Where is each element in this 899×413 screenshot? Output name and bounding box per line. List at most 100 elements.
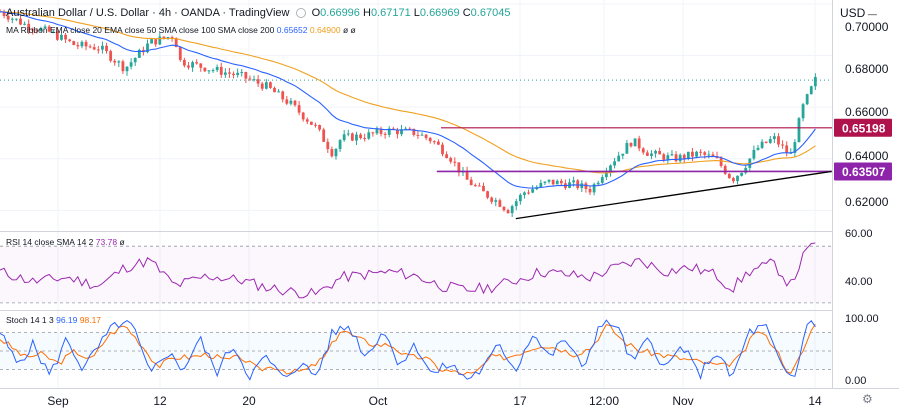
candle-body xyxy=(416,134,420,136)
vertical-gridlines xyxy=(57,0,816,388)
candle-body xyxy=(420,134,424,136)
candle-body xyxy=(187,65,190,68)
candle-body xyxy=(760,141,764,148)
stoch-pane[interactable] xyxy=(0,319,832,381)
candle-body xyxy=(31,29,35,31)
rsi-pane[interactable] xyxy=(0,242,832,304)
candle-body xyxy=(682,154,686,159)
candle-body xyxy=(736,175,739,182)
candle-body xyxy=(211,70,215,72)
candle-body xyxy=(469,179,473,186)
candle-body xyxy=(326,141,330,150)
candle-body xyxy=(699,151,703,153)
candle-body xyxy=(338,140,342,150)
candle-body xyxy=(809,86,813,95)
candle-body xyxy=(383,133,387,135)
time-tick-label: Oct xyxy=(369,394,388,408)
candle-body xyxy=(543,181,547,183)
candle-body xyxy=(613,161,616,166)
candle-body xyxy=(228,72,231,74)
candle-body xyxy=(477,185,481,187)
candle-body xyxy=(207,70,211,72)
candle-body xyxy=(14,18,18,20)
candle-body xyxy=(330,149,334,157)
candle-body xyxy=(576,180,580,189)
currency-label[interactable]: USD — xyxy=(840,6,877,20)
candle-body xyxy=(428,137,432,142)
candle-body xyxy=(662,154,666,160)
candle-body xyxy=(334,149,338,157)
candle-body xyxy=(35,30,39,32)
candle-body xyxy=(68,39,72,42)
candle-body xyxy=(580,183,584,189)
candle-body xyxy=(625,143,629,154)
ma-ribbon-legend[interactable]: MA Ribbon EMA close 20 EMA close 50 SMA … xyxy=(6,25,356,35)
candle-body xyxy=(633,138,637,147)
ma-value-3: ø xyxy=(342,25,349,35)
candle-body xyxy=(805,94,809,105)
symbol-title: Australian Dollar / U.S. Dollar · 4h · O… xyxy=(6,7,290,19)
candle-body xyxy=(346,133,350,135)
candle-body xyxy=(387,128,391,135)
candle-body xyxy=(498,200,502,207)
candle-body xyxy=(547,179,551,182)
low-label: L xyxy=(413,7,420,19)
candle-body xyxy=(236,72,240,76)
candle-body xyxy=(125,66,129,72)
candle-body xyxy=(252,79,256,81)
rsi-tick-label: 40.00 xyxy=(845,276,873,288)
close-label: C xyxy=(462,7,471,19)
candle-body xyxy=(740,172,744,176)
stoch-tick-label: 0.00 xyxy=(845,375,866,387)
candle-body xyxy=(195,62,199,64)
candle-body xyxy=(6,15,10,20)
candle-body xyxy=(277,91,281,93)
candle-body xyxy=(609,165,612,173)
candle-body xyxy=(121,61,125,72)
rsi-sma-value: ø xyxy=(119,237,125,247)
candle-body xyxy=(273,87,276,93)
candle-body xyxy=(64,34,67,40)
candle-body xyxy=(146,43,149,53)
close-value: 0.67045 xyxy=(470,7,511,19)
candle-body xyxy=(502,206,506,211)
settings-gear-icon[interactable]: ⚙ xyxy=(862,392,873,406)
candle-body xyxy=(371,132,375,134)
candle-body xyxy=(92,47,96,50)
candle-body xyxy=(379,129,383,134)
candle-body xyxy=(269,82,272,88)
stoch-k-value: 96.19 xyxy=(56,315,78,325)
candle-body xyxy=(650,153,653,156)
candle-body xyxy=(281,91,285,100)
candle-body xyxy=(301,112,305,120)
resistance-badge xyxy=(834,118,892,137)
candle-body xyxy=(473,185,477,187)
candle-body xyxy=(88,46,92,48)
stoch-legend[interactable]: Stoch 14 1 3 96.19 98.17 xyxy=(6,315,101,325)
candle-body xyxy=(465,170,469,180)
candle-body xyxy=(342,134,346,141)
candle-body xyxy=(43,26,47,28)
stoch-d-line xyxy=(0,323,816,376)
candle-body xyxy=(174,38,178,48)
candle-body xyxy=(367,132,371,139)
ma-ribbon-label: MA Ribbon EMA close 20 EMA close 50 SMA … xyxy=(6,25,275,35)
price-pane[interactable] xyxy=(0,3,832,220)
candle-body xyxy=(482,185,485,192)
price-tick-label: 0.70000 xyxy=(845,20,889,34)
candle-body xyxy=(686,151,690,159)
candle-body xyxy=(453,161,457,163)
candle-body xyxy=(285,99,289,104)
candle-body xyxy=(572,180,576,183)
candle-body xyxy=(47,26,51,32)
candle-body xyxy=(10,18,14,20)
rsi-legend[interactable]: RSI 14 close SMA 14 2 73.78 ø xyxy=(6,237,125,247)
candle-body xyxy=(400,129,403,135)
candle-body xyxy=(289,100,293,104)
candle-body xyxy=(350,133,354,141)
candle-body xyxy=(658,150,662,155)
candle-body xyxy=(781,144,784,146)
candle-body xyxy=(600,177,604,183)
open-label: O xyxy=(311,7,321,19)
